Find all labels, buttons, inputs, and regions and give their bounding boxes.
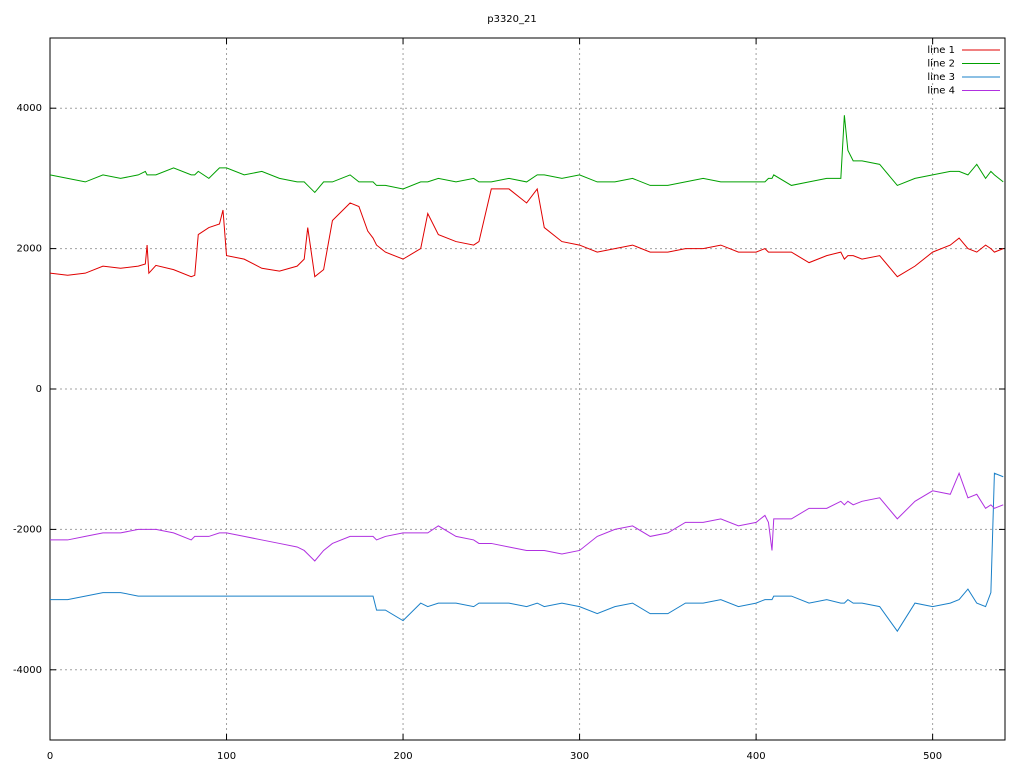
y-tick-label: 0 [36,384,42,395]
data-line [50,472,1004,633]
x-tick-label: 0 [47,751,53,762]
legend-label: line 4 [927,86,955,97]
x-tick-label: 400 [747,751,766,762]
data-line [49,187,1004,278]
x-tick-label: 500 [923,751,942,762]
legend-label: line 2 [927,59,955,70]
chart-title: p3320_21 [487,14,537,25]
x-tick-label: 200 [394,751,413,762]
plot-frame [49,37,1006,741]
legend-label: line 1 [927,45,955,56]
y-tick-label: 4000 [17,103,42,114]
x-tick-label: 300 [570,751,589,762]
legend-label: line 3 [927,72,955,83]
y-tick-label: -4000 [13,665,42,676]
y-tick-label: -2000 [13,524,42,535]
x-tick-label: 100 [217,751,236,762]
y-tick-label: 2000 [17,244,42,255]
data-line [49,115,1004,194]
data-line [50,471,1004,562]
